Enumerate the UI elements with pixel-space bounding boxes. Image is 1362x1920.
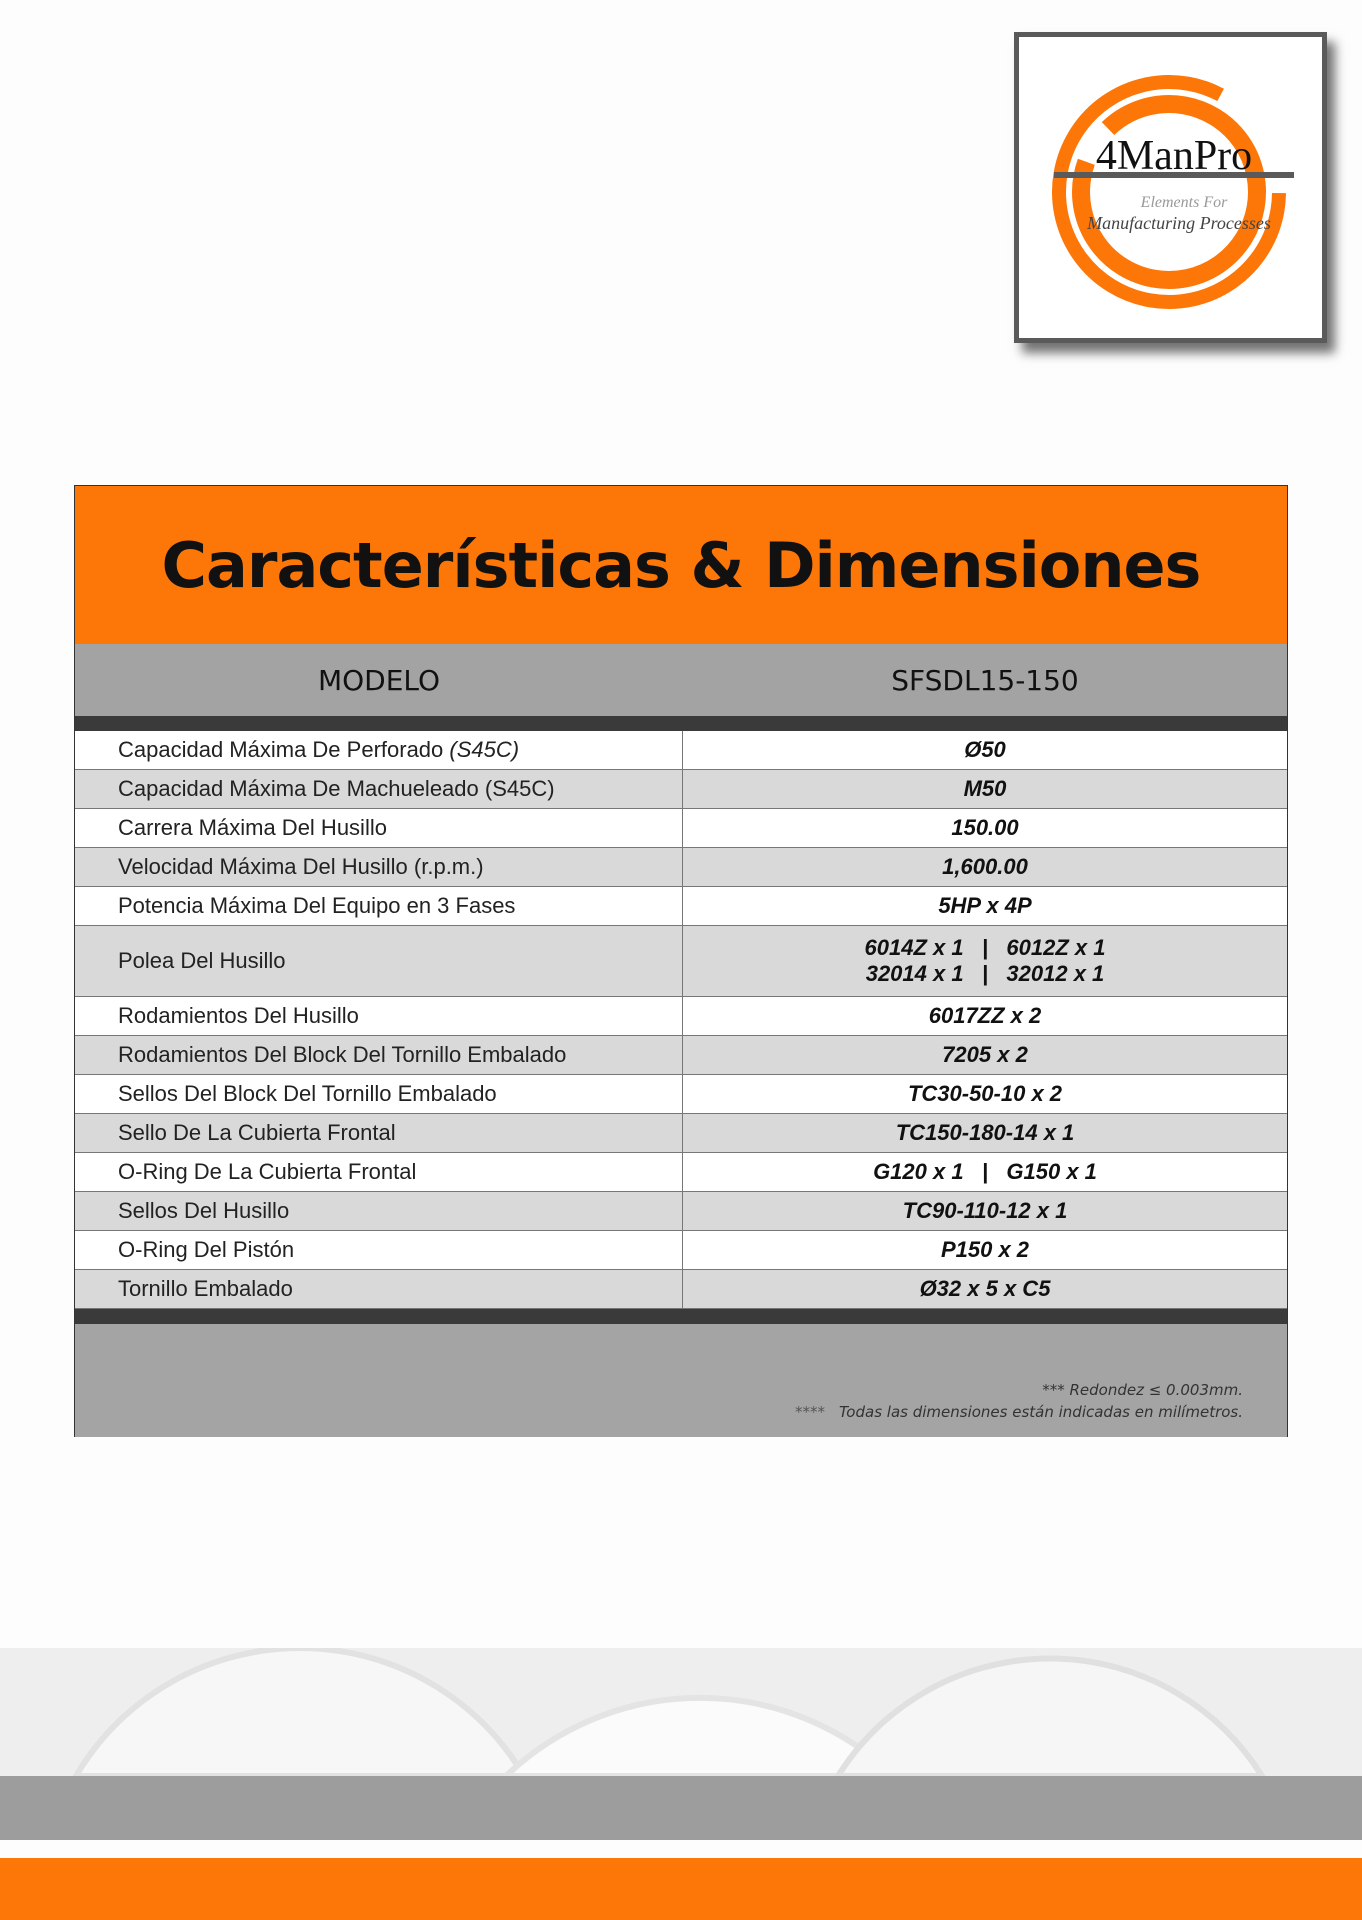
- decorative-background: [0, 1648, 1362, 1776]
- spec-value: 7205 x 2: [683, 1036, 1287, 1074]
- note-roundness: *** Redondez ≤ 0.003mm.: [1042, 1381, 1243, 1399]
- spec-label: Rodamientos Del Husillo: [75, 997, 683, 1035]
- spec-label-text: O-Ring De La Cubierta Frontal: [118, 1159, 417, 1184]
- spec-label: Sello De La Cubierta Frontal: [75, 1114, 683, 1152]
- spec-value: Ø50: [683, 731, 1287, 769]
- spec-value: 5HP x 4P: [683, 887, 1287, 925]
- logo-wordmark: 4ManPro: [1096, 133, 1252, 179]
- decorative-arc: [834, 1655, 1266, 1776]
- spec-label: Rodamientos Del Block Del Tornillo Embal…: [75, 1036, 683, 1074]
- spec-label: Sellos Del Husillo: [75, 1192, 683, 1230]
- decorative-arc: [501, 1694, 899, 1776]
- spec-label-text: Sello De La Cubierta Frontal: [118, 1120, 396, 1145]
- spec-sheet: Características & Dimensiones MODELO SFS…: [74, 485, 1288, 1437]
- spec-value-text: TC150-180-14 x 1: [895, 1120, 1075, 1145]
- spec-value: M50: [683, 770, 1287, 808]
- table-row: Velocidad Máxima Del Husillo (r.p.m.) 1,6…: [75, 848, 1287, 887]
- spec-label: Sellos Del Block Del Tornillo Embalado: [75, 1075, 683, 1113]
- spec-value: TC90-110-12 x 1: [683, 1192, 1287, 1230]
- table-row: Carrera Máxima Del Husillo 150.00: [75, 809, 1287, 848]
- spec-table: Capacidad Máxima De Perforado (S45C) Ø50 C…: [75, 731, 1287, 1309]
- spec-label: Polea Del Husillo: [75, 926, 683, 996]
- logo-tagline-2: Manufacturing Processes: [1086, 213, 1271, 233]
- spec-label-text: Capacidad Máxima De Machueleado (S45C): [118, 776, 555, 801]
- spec-value: G120 x 1 | G150 x 1: [683, 1153, 1287, 1191]
- header-model-value: SFSDL15-150: [891, 663, 1079, 697]
- table-row: Sellos Del Husillo TC90-110-12 x 1: [75, 1192, 1287, 1231]
- spec-value: Ø32 x 5 x C5: [683, 1270, 1287, 1308]
- divider: [75, 716, 1287, 731]
- spec-label: Velocidad Máxima Del Husillo (r.p.m.): [75, 848, 683, 886]
- spec-value-text: TC90-110-12 x 1: [902, 1198, 1068, 1223]
- spec-value: TC150-180-14 x 1: [683, 1114, 1287, 1152]
- spec-label-text: Rodamientos Del Husillo: [118, 1003, 359, 1028]
- spec-label: Carrera Máxima Del Husillo: [75, 809, 683, 847]
- spec-label-text: Capacidad Máxima De Perforado: [118, 737, 450, 762]
- spec-label-text: Sellos Del Husillo: [118, 1198, 290, 1223]
- spec-value: 1,600.00: [683, 848, 1287, 886]
- header-model-label: MODELO: [317, 663, 441, 697]
- table-row: Rodamientos Del Block Del Tornillo Embal…: [75, 1036, 1287, 1075]
- spec-label-text: Potencia Máxima Del Equipo en 3 Fases: [118, 893, 516, 918]
- spec-value-text: 5HP x 4P: [938, 893, 1032, 918]
- spec-value-text: TC30-50-10 x 2: [907, 1081, 1063, 1106]
- orange-band: [0, 1858, 1362, 1920]
- spec-value-text: 6014Z x 1 | 6012Z x 1: [864, 935, 1106, 960]
- brand-logo: 4ManPro Elements For Manufacturing Proce…: [1014, 32, 1327, 343]
- spec-label: Potencia Máxima Del Equipo en 3 Fases: [75, 887, 683, 925]
- spec-value-text: 1,600.00: [942, 854, 1028, 879]
- spec-value: 150.00: [683, 809, 1287, 847]
- table-row: Potencia Máxima Del Equipo en 3 Fases 5HP…: [75, 887, 1287, 926]
- table-row: Polea Del Husillo 6014Z x 1 | 6012Z x 1 32…: [75, 926, 1287, 997]
- table-row: Tornillo Embalado Ø32 x 5 x C5: [75, 1270, 1287, 1309]
- spec-label: Tornillo Embalado: [75, 1270, 683, 1308]
- decorative-arc: [72, 1648, 528, 1776]
- spec-value-text: Ø50: [964, 737, 1006, 762]
- spec-label-text: Velocidad Máxima Del Husillo (r.p.m.): [118, 854, 484, 879]
- table-row: Sellos Del Block Del Tornillo Embalado TC…: [75, 1075, 1287, 1114]
- spec-label-text: Carrera Máxima Del Husillo: [118, 815, 387, 840]
- spec-label: Capacidad Máxima De Machueleado (S45C): [75, 770, 683, 808]
- table-row: O-Ring De La Cubierta Frontal G120 x 1 | …: [75, 1153, 1287, 1192]
- page-title: Características & Dimensiones: [161, 528, 1202, 602]
- spec-value-text: P150 x 2: [940, 1237, 1030, 1262]
- spec-value: 6017ZZ x 2: [683, 997, 1287, 1035]
- table-header: MODELO SFSDL15-150: [75, 644, 1287, 716]
- table-row: Capacidad Máxima De Perforado (S45C) Ø50: [75, 731, 1287, 770]
- spec-value: 6014Z x 1 | 6012Z x 1 32014 x 1 | 32012 x…: [683, 926, 1287, 996]
- spec-value-text: 6017ZZ x 2: [928, 1003, 1042, 1028]
- spec-label: Capacidad Máxima De Perforado (S45C): [75, 731, 683, 769]
- spec-label-text: Tornillo Embalado: [118, 1276, 293, 1301]
- divider: [75, 1309, 1287, 1324]
- spec-label-note: (S45C): [449, 737, 520, 762]
- logo-tagline-1: Elements For: [1140, 194, 1228, 211]
- spec-label-text: Rodamientos Del Block Del Tornillo Embal…: [118, 1042, 567, 1067]
- spec-value-text: G120 x 1 | G150 x 1: [873, 1159, 1097, 1184]
- spec-value-text: 150.00: [951, 815, 1019, 840]
- table-row: Capacidad Máxima De Machueleado (S45C) M5…: [75, 770, 1287, 809]
- table-row: O-Ring Del Pistón P150 x 2: [75, 1231, 1287, 1270]
- spec-value-text: Ø32 x 5 x C5: [919, 1276, 1051, 1301]
- notes-footer: *** Redondez ≤ 0.003mm. **** Todas las di…: [75, 1324, 1287, 1437]
- spec-label-text: Polea Del Husillo: [118, 948, 286, 973]
- spec-label-text: Sellos Del Block Del Tornillo Embalado: [118, 1081, 497, 1106]
- note-units: Todas las dimensiones están indicadas en…: [839, 1403, 1243, 1421]
- spec-value: P150 x 2: [683, 1231, 1287, 1269]
- table-row: Rodamientos Del Husillo 6017ZZ x 2: [75, 997, 1287, 1036]
- spec-label: O-Ring De La Cubierta Frontal: [75, 1153, 683, 1191]
- title-band: Características & Dimensiones: [75, 486, 1287, 644]
- spec-label-text: O-Ring Del Pistón: [118, 1237, 295, 1262]
- note-stars: ****: [795, 1403, 825, 1421]
- spec-value: TC30-50-10 x 2: [683, 1075, 1287, 1113]
- spec-value-text-2: 32014 x 1 | 32012 x 1: [865, 961, 1105, 986]
- table-row: Sello De La Cubierta Frontal TC150-180-14…: [75, 1114, 1287, 1153]
- gray-band: [0, 1776, 1362, 1840]
- spec-label: O-Ring Del Pistón: [75, 1231, 683, 1269]
- spec-value-text: 7205 x 2: [942, 1042, 1028, 1067]
- spec-value-text: M50: [963, 776, 1007, 801]
